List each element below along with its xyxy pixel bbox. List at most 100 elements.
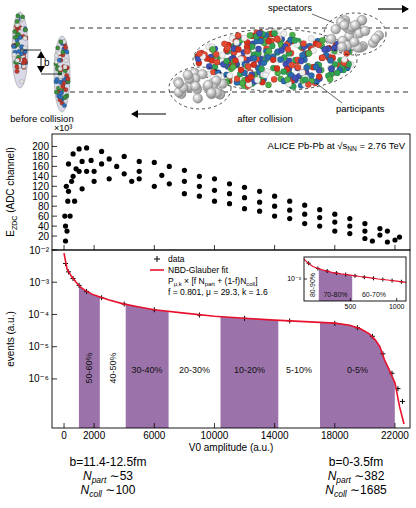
nucleon: [248, 74, 254, 80]
nucleon: [232, 57, 238, 63]
nucleon: [214, 59, 220, 65]
x-tick-label: 6000: [143, 430, 166, 441]
x-tick-label: 14000: [261, 430, 289, 441]
nucleon: [281, 31, 287, 37]
figure: bbefore collisionspectatorsparticipantsa…: [0, 0, 416, 508]
dashed-guide: [70, 92, 410, 93]
legend-text: Pμ,k × [f Npart + (1-f)Ncoll]: [168, 276, 258, 287]
data-point: [182, 168, 187, 173]
y-tick: [52, 156, 57, 157]
value: ∼382: [351, 469, 385, 483]
text-part: (ADC channel): [5, 147, 16, 215]
y-tick-label: 10⁻³: [287, 275, 301, 282]
centrality-band: [169, 250, 221, 428]
data-point: [182, 191, 187, 196]
x-tick-label: 0: [61, 430, 67, 441]
data-point: [197, 184, 202, 189]
motion-arrow: [132, 113, 166, 114]
nucleon: [266, 38, 272, 44]
data-point: [159, 173, 164, 178]
data-point: [287, 199, 292, 204]
x-tick: [94, 423, 95, 428]
data-point: [152, 184, 157, 189]
data-point: [287, 216, 292, 221]
data-point: [362, 229, 367, 234]
nucleon: [20, 79, 24, 83]
data-point: [400, 399, 405, 404]
legend-text: f = 0.801, μ = 29.3, k = 1.6: [168, 287, 268, 297]
data-point: [257, 189, 262, 194]
nucleon: [327, 76, 333, 82]
nucleon: [210, 46, 216, 52]
nucleon: [56, 46, 60, 50]
impact-arrow: [41, 52, 42, 72]
x-tick: [214, 245, 215, 250]
legend-swatch: [154, 256, 160, 262]
inset-background: [304, 257, 406, 301]
nucleon: [15, 69, 19, 73]
nucleon: [292, 37, 298, 43]
y-tick-label: 10⁻²: [29, 245, 49, 256]
nucleon: [13, 29, 17, 33]
y-tick-label: 10⁻³: [29, 277, 49, 288]
nucleon: [59, 40, 63, 44]
nucleon: [23, 29, 27, 33]
data-point: [242, 195, 247, 200]
text-part: f = 0.801, μ = 29.3, k = 1.6: [168, 287, 268, 297]
data-point: [392, 237, 397, 242]
data-point: [66, 189, 71, 194]
x-tick: [396, 298, 397, 301]
data-point: [370, 238, 375, 243]
centrality-band: [100, 250, 126, 428]
x-tick: [154, 423, 155, 428]
data-point: [212, 199, 217, 204]
x-tick: [274, 423, 275, 428]
y-tick-label: 60: [38, 211, 50, 222]
plot-area: [62, 145, 402, 244]
y-tick: [52, 216, 57, 217]
nucleon: [295, 64, 301, 70]
spectator-outline: [324, 13, 386, 55]
nucleon: [306, 50, 312, 56]
nucleon: [13, 35, 17, 39]
nucleon: [238, 67, 244, 73]
data-point: [69, 179, 74, 184]
participant-outline: [193, 29, 357, 91]
data-point: [242, 185, 247, 190]
nucleon: [245, 63, 251, 69]
band-label: 20-30%: [179, 365, 210, 375]
data-point: [242, 206, 247, 211]
ncoll: Ncoll ∼100: [81, 483, 136, 499]
nucleon: [274, 65, 280, 71]
notes: b=11.4-12.5fmNpart ∼53Ncoll ∼100b=0-3.5f…: [70, 455, 387, 499]
y-tick: [52, 346, 57, 347]
y-tick: [304, 279, 307, 280]
text-part: ]: [255, 276, 257, 286]
data-point: [385, 229, 390, 234]
data-point: [302, 221, 307, 226]
spectator-outline: [169, 67, 231, 109]
nucleon: [235, 33, 241, 39]
x-tick: [394, 245, 395, 250]
legend-swatch: [150, 269, 164, 271]
nucleon: [279, 47, 285, 53]
y-tick: [52, 166, 57, 167]
centrality-band: [319, 257, 352, 301]
nucleon: [255, 46, 261, 52]
nucleon: [320, 55, 326, 61]
nucleon: [281, 69, 287, 75]
data-point: [71, 174, 76, 179]
nucleon: [271, 30, 277, 36]
nucleon: [58, 67, 62, 71]
data-point: [129, 179, 134, 184]
y-tick: [52, 378, 57, 379]
x-tick-label: 500: [345, 303, 357, 310]
impact-range: b=0-3.5fm: [329, 455, 383, 469]
symbol: N: [325, 483, 334, 497]
data-point: [92, 179, 97, 184]
legend: dataNBD-Glauber fitPμ,k × [f Npart + (1-…: [150, 254, 268, 297]
nucleon: [23, 27, 27, 31]
annotation: ALICE Pb-Pb at √sNN = 2.76 TeV: [268, 140, 406, 152]
data-point: [362, 221, 367, 226]
nucleon: [63, 65, 67, 69]
